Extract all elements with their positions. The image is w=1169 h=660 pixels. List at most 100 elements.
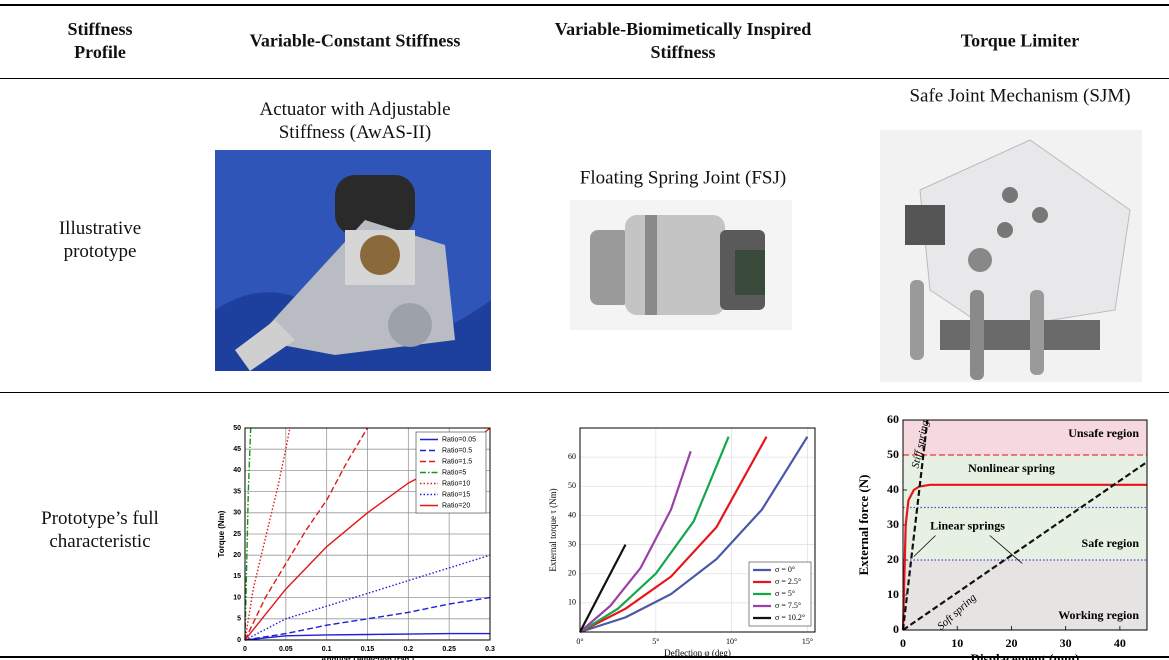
y-tick-label: 45 [233,446,241,453]
y-tick-label: 50 [233,425,241,432]
annotation-pointer [989,535,1023,564]
series-line [579,436,809,634]
annotation-pointer [913,535,936,557]
legend-label: Ratio=20 [442,502,470,509]
x-tick-label: 0.15 [361,646,375,653]
x-axis-label: Angular Deflection (rad.) [321,655,415,660]
y-tick-label: 10 [233,594,241,601]
row-label: Prototype’s full characteristic [41,508,159,552]
header-cell: Variable-Biomimetically Inspired Stiffne… [554,19,812,62]
x-tick-label: 0.05 [279,646,293,653]
y-tick-label: 35 [233,488,241,495]
x-axis-label: Displacement (mm) [971,651,1080,660]
y-tick-label: 10 [887,587,899,601]
photo-awas [215,150,491,371]
series-line [579,544,627,633]
x-tick-label: 40 [1114,636,1126,650]
chart-sigma: 10 20 30 40 50 60 0° 5° 10° 15° Deflection φ (deg)… [548,427,816,658]
series-line [579,436,730,633]
y-tick-label: 60 [568,452,576,461]
region-label: Working region [1058,608,1139,622]
header-cell: Stiffness Profile [67,19,133,62]
y-tick-label: 25 [233,531,241,538]
x-tick-label: 0° [576,637,583,646]
region-label: Safe region [1082,536,1140,550]
series-line [579,436,768,633]
x-tick-label: 20 [1005,636,1017,650]
y-tick-label: 0 [237,637,241,644]
photo-sjm [880,130,1142,382]
series-line [244,554,491,641]
x-tick-label: 0.1 [322,646,332,653]
x-tick-label: 0 [900,636,906,650]
legend-label: Ratio=0.05 [442,436,476,443]
x-tick-label: 0.3 [485,646,495,653]
y-tick-label: 40 [233,467,241,474]
legend-label: Ratio=1.5 [442,458,472,465]
legend-label: Ratio=10 [442,480,470,487]
legend-label: σ = 5° [775,589,795,598]
x-tick-label: 0.25 [442,646,456,653]
y-tick-label: 10 [568,598,576,607]
row-label: Illustrative prototype [58,218,142,262]
y-tick-label: 30 [233,510,241,517]
header-cell: Torque Limiter [960,30,1080,51]
y-axis-label: External force (N) [856,475,871,576]
x-tick-label: 30 [1060,636,1072,650]
y-tick-label: 20 [233,552,241,559]
bottom-rule [0,656,1169,658]
x-tick-label: 10 [951,636,963,650]
image-caption: Safe Joint Mechanism (SJM) [909,85,1131,107]
legend-label: Ratio=0.5 [442,447,472,454]
y-tick-label: 40 [887,482,899,496]
x-tick-label: 10° [726,637,737,646]
legend-label: Ratio=15 [442,491,470,498]
top-rule [0,4,1169,6]
series-line [901,483,1147,631]
image-caption: Floating Spring Joint (FSJ) [579,167,787,189]
y-tick-label: 50 [887,447,899,461]
y-tick-label: 30 [887,517,899,531]
header-cell: Variable-Constant Stiffness [249,30,461,51]
x-axis-label: Deflection φ (deg) [664,648,731,658]
series-line [902,461,1148,631]
series-line [244,427,369,641]
y-tick-label: 20 [887,552,899,566]
header-rule [0,78,1169,79]
legend-label: σ = 10.2° [775,613,805,622]
x-tick-label: 0 [243,646,247,653]
y-axis-label: External torque τ (Nm) [548,488,558,571]
row-rule [0,392,1169,393]
legend-label: σ = 2.5° [775,577,801,586]
y-tick-label: 15 [233,573,241,580]
chart-safe-joint: 0 10 20 30 40 50 60 0 10 20 30 40 Displacement (mm) E… [856,412,1148,660]
plot-frame [579,427,816,633]
photo-fsj [570,200,792,330]
y-tick-label: 0 [893,622,899,636]
y-tick-label: 40 [568,510,576,519]
region [903,560,1147,630]
y-tick-label: 30 [568,539,576,548]
y-axis-label: Torque (Nm) [217,510,226,557]
legend-label: σ = 0° [775,565,795,574]
plot-frame [902,419,1148,631]
series-line [244,596,491,641]
series-line [579,450,692,633]
series-label: Nonlinear spring [968,461,1055,475]
legend-label: σ = 7.5° [775,601,801,610]
region [903,420,1147,455]
chart-ratio: 0 5 10 15 20 25 30 35 40 45 50 0 0.05 0.1 0.15 0.2 0.25 0… [217,425,495,660]
x-tick-label: 5° [652,637,659,646]
image-caption: Actuator with Adjustable Stiffness (AwAS… [259,99,451,143]
series-line [244,632,490,641]
legend-box [415,431,487,514]
y-tick-label: 60 [887,412,899,426]
plot-frame [244,427,491,641]
y-tick-label: 20 [568,569,576,578]
series-line [901,419,929,631]
annotation: Linear springs [930,519,1005,533]
y-tick-label: 50 [568,481,576,490]
y-tick-label: 5 [237,616,241,623]
region-label: Unsafe region [1068,426,1139,440]
